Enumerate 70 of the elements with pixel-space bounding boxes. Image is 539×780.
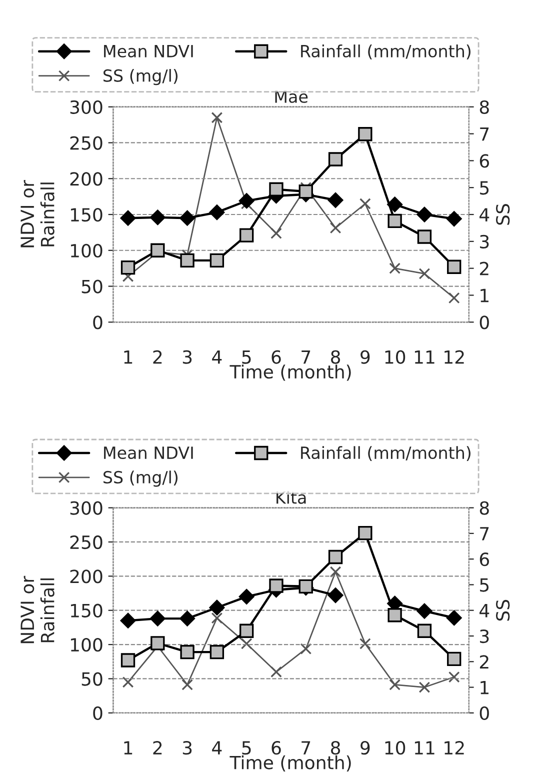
x-tick-label: 8 bbox=[331, 350, 340, 364]
y2-tick-label: 5 bbox=[480, 181, 489, 195]
y-tick-label: 300 bbox=[70, 501, 102, 515]
chart-title: Mae bbox=[275, 90, 308, 103]
y2-axis-title: SS bbox=[496, 204, 510, 225]
y2-tick-label: 3 bbox=[480, 234, 489, 249]
x-tick-label: 9 bbox=[360, 741, 370, 755]
y2-tick-label: 4 bbox=[480, 604, 490, 618]
legend-label: SS (mg/l) bbox=[104, 470, 178, 487]
x-tick-label: 4 bbox=[212, 741, 222, 754]
x-tick-label: 12 bbox=[444, 741, 464, 754]
x-tick-label: 4 bbox=[212, 350, 222, 364]
x-tick-label: 10 bbox=[385, 741, 406, 755]
y2-tick-label: 5 bbox=[480, 578, 489, 592]
legend-label: SS (mg/l) bbox=[104, 68, 178, 86]
y2-tick-label: 2 bbox=[480, 655, 488, 668]
x-tick-label: 5 bbox=[242, 350, 251, 364]
y-tick-label: 100 bbox=[70, 244, 102, 258]
y2-tick-label: 2 bbox=[480, 262, 488, 276]
y-tick-label: 0 bbox=[93, 706, 102, 720]
x-tick-label: 12 bbox=[444, 350, 464, 364]
x-axis-title: Time (month) bbox=[230, 364, 351, 381]
x-tick-label: 10 bbox=[385, 350, 406, 364]
y-tick-label: 200 bbox=[70, 172, 102, 186]
y2-tick-label: 4 bbox=[480, 208, 490, 222]
y2-tick-label: 8 bbox=[480, 501, 489, 515]
y2-tick-label: 0 bbox=[480, 706, 489, 720]
y-tick-label: 150 bbox=[70, 208, 102, 222]
y-axis-title: NDVI or Rainfall bbox=[20, 180, 54, 248]
x-tick-label: 1 bbox=[124, 741, 132, 754]
x-tick-label: 3 bbox=[182, 350, 192, 364]
x-tick-label: 9 bbox=[360, 350, 370, 364]
x-tick-label: 6 bbox=[272, 350, 281, 364]
x-tick-label: 2 bbox=[153, 350, 162, 364]
y-tick-label: 250 bbox=[70, 535, 102, 550]
x-tick-label: 1 bbox=[124, 350, 132, 364]
x-tick-label: 11 bbox=[414, 350, 434, 364]
legend-label: Rainfall (mm/month) bbox=[301, 446, 470, 462]
y-tick-label: 200 bbox=[70, 570, 102, 584]
legend-label: Rainfall (mm/month) bbox=[301, 44, 470, 60]
y2-tick-label: 3 bbox=[480, 629, 489, 644]
legend-label: Mean NDVI bbox=[104, 446, 193, 460]
y-tick-label: 100 bbox=[70, 638, 102, 652]
y-axis-title: NDVI or Rainfall bbox=[20, 576, 54, 644]
y-tick-label: 300 bbox=[70, 100, 102, 114]
y-tick-label: 150 bbox=[70, 604, 102, 618]
x-axis-title: Time (month) bbox=[230, 755, 351, 772]
y2-axis-title: SS bbox=[496, 600, 510, 621]
y-tick-label: 0 bbox=[93, 316, 102, 330]
x-tick-label: 5 bbox=[242, 741, 251, 755]
x-tick-label: 3 bbox=[182, 741, 192, 755]
y2-tick-label: 7 bbox=[480, 527, 489, 540]
legend-label: Mean NDVI bbox=[104, 45, 193, 58]
y2-tick-label: 6 bbox=[480, 154, 490, 168]
y2-tick-label: 7 bbox=[480, 127, 489, 141]
chart-title: Kita bbox=[276, 490, 306, 504]
y-tick-label: 50 bbox=[82, 280, 102, 294]
y-tick-label: 250 bbox=[70, 136, 102, 150]
x-tick-label: 11 bbox=[414, 741, 434, 754]
y2-tick-label: 0 bbox=[480, 316, 489, 330]
y2-tick-label: 1 bbox=[480, 680, 488, 694]
x-tick-label: 7 bbox=[302, 741, 310, 754]
x-tick-label: 2 bbox=[153, 741, 162, 754]
y2-tick-label: 6 bbox=[480, 552, 490, 566]
y2-tick-label: 8 bbox=[480, 100, 489, 114]
x-tick-label: 8 bbox=[331, 741, 340, 755]
y-tick-label: 50 bbox=[82, 672, 102, 686]
y2-tick-label: 1 bbox=[480, 288, 488, 302]
x-tick-label: 6 bbox=[272, 741, 281, 755]
x-tick-label: 7 bbox=[302, 350, 310, 364]
